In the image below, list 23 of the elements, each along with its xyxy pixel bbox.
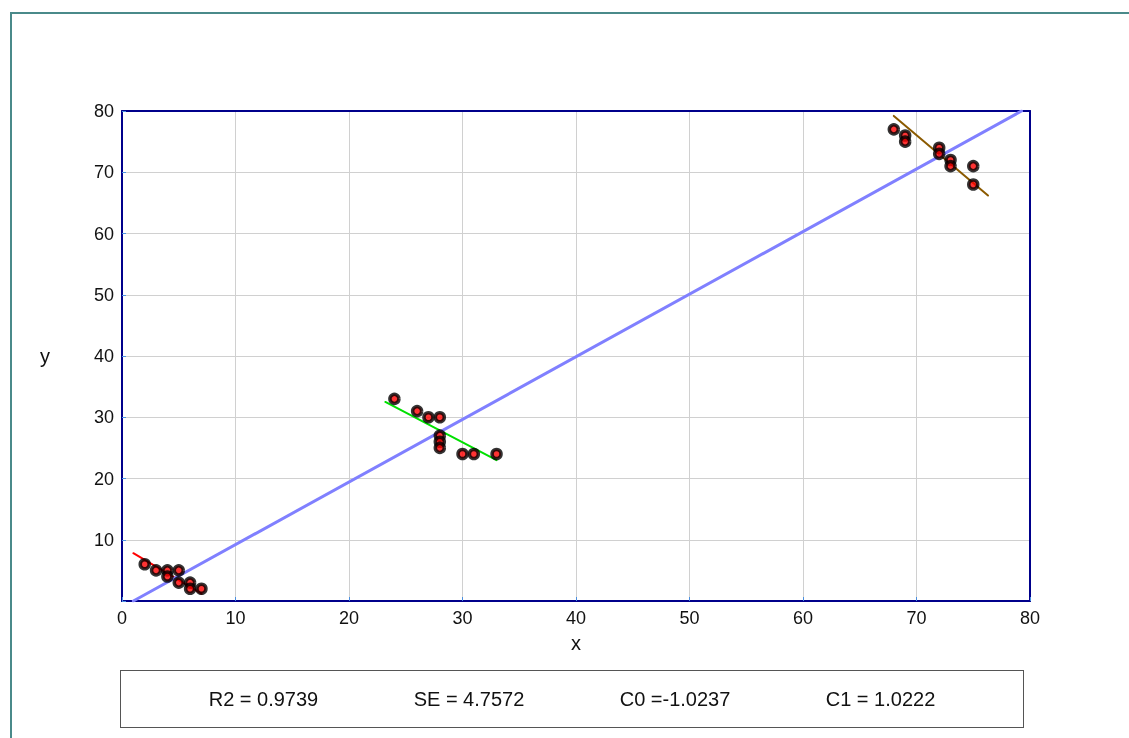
text: C0 =-1.0237 (619, 687, 731, 711)
text: C1 = 1.0222 (825, 687, 936, 711)
y-tick-label: 30 (93, 407, 114, 428)
x-tick-label: 80 (1019, 608, 1041, 628)
y-tick-label: 70 (93, 162, 114, 183)
text: R2 = 0.9739 (208, 687, 319, 711)
x-tick-label: 20 (338, 608, 360, 628)
y-axis-title: y (40, 345, 50, 367)
x-tick-label: 10 (225, 608, 246, 628)
text: SE = 4.7572 (413, 687, 525, 711)
x-tick-label: 30 (452, 608, 473, 628)
y-tick-label: 50 (93, 284, 114, 305)
x-axis-title: x (571, 632, 581, 654)
x-tick-label: 40 (565, 608, 587, 628)
y-tick-label: 20 (93, 468, 114, 489)
x-tick-label: 60 (792, 608, 814, 628)
y-tick-label: 40 (93, 346, 114, 366)
y-tick-label: 60 (93, 223, 114, 244)
y-tick-label: 80 (93, 101, 114, 121)
y-tick-label: 10 (93, 529, 114, 550)
x-tick-label: 70 (906, 608, 927, 628)
x-tick-label: 50 (679, 608, 700, 628)
x-tick-label: 0 (116, 608, 128, 628)
